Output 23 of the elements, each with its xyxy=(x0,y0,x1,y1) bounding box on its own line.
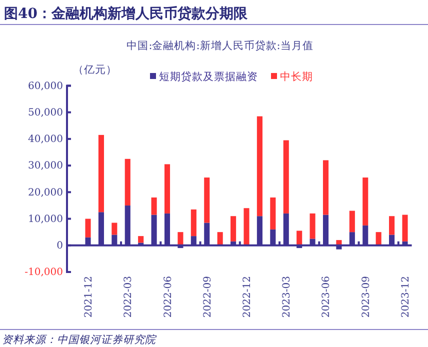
x-tick-label: 2023-06 xyxy=(321,276,332,318)
text: 资料来源：中国银河证券研究院 xyxy=(2,334,157,346)
y-axis-title: （亿元） xyxy=(73,64,117,76)
y-tick-label: 20,000 xyxy=(28,187,63,198)
legend-label: 中长期 xyxy=(280,70,313,83)
x-tick-label: 2023-12 xyxy=(400,276,412,318)
chart-title: 图40：金融机构新增人民币贷款分期限 xyxy=(4,5,248,22)
x-tick-label: 2022-12 xyxy=(242,276,253,318)
y-tick-label: 0 xyxy=(56,240,63,252)
chart-subtitle: 中国:金融机构:新增人民币贷款:当月值 xyxy=(126,39,314,52)
x-tick-label: 2021-12 xyxy=(84,276,95,318)
x-tick-label: 2022-03 xyxy=(123,276,134,318)
x-tick-label: 2022-09 xyxy=(202,276,214,318)
y-tick-label: 60,000 xyxy=(28,80,63,92)
y-tick-label: 50,000 xyxy=(28,108,63,119)
x-tick-label: 2023-09 xyxy=(360,276,372,318)
y-tick-label: 40,000 xyxy=(28,134,63,146)
x-tick-label: 2022-06 xyxy=(162,276,174,318)
y-tick-label: 10,000 xyxy=(28,214,63,225)
legend-label: 短期贷款及票据融资 xyxy=(159,70,258,83)
y-tick-label: -10,000 xyxy=(24,267,63,278)
y-tick-label: 30,000 xyxy=(28,160,63,172)
x-tick-label: 2023-03 xyxy=(282,276,293,318)
